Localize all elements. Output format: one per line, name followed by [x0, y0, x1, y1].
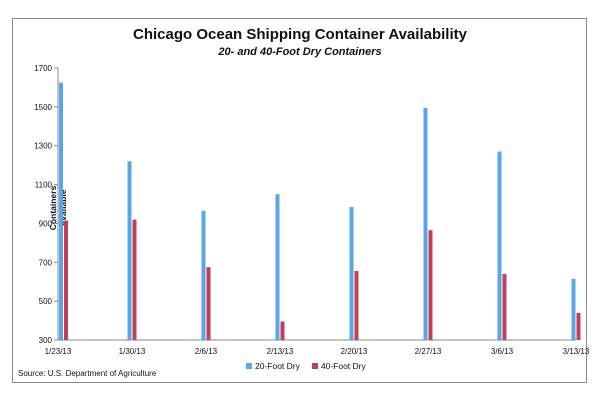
y-tick-label: 700 [39, 258, 53, 267]
bar-20ft [349, 206, 354, 340]
bar-40ft [502, 273, 507, 340]
bar-40ft [206, 267, 211, 340]
bar-20ft [423, 107, 428, 340]
bar-20ft [275, 194, 280, 340]
bar-40ft [132, 219, 137, 340]
x-tick-label: 3/13/13 [563, 347, 590, 356]
y-tick-label: 1700 [34, 64, 52, 73]
y-tick-label: 300 [39, 336, 53, 345]
legend-swatch-40ft [311, 363, 318, 369]
legend-item-20ft: 20-Foot Dry [246, 361, 300, 371]
source-note: Source: U.S. Department of Agriculture [18, 369, 157, 378]
bar-20ft [59, 82, 63, 341]
legend: 20-Foot Dry 40-Foot Dry [246, 361, 366, 371]
x-tick-label: 2/13/13 [267, 347, 294, 356]
chart-subtitle: 20- and 40-Foot Dry Containers [218, 46, 382, 58]
x-tick-label: 2/6/13 [195, 347, 218, 356]
y-tick-label: 500 [39, 297, 53, 306]
bar-20ft [201, 210, 206, 340]
chart-title: Chicago Ocean Shipping Container Availab… [133, 26, 467, 43]
bar-20ft [497, 151, 502, 340]
bar-40ft [64, 220, 68, 340]
y-tick-label: 1100 [35, 181, 53, 190]
x-tick-label: 1/30/13 [119, 347, 146, 356]
legend-swatch-20ft [246, 363, 252, 369]
bar-20ft [571, 278, 576, 340]
x-tick-label: 2/20/13 [341, 347, 368, 356]
legend-label-40ft: 40-Foot Dry [320, 361, 366, 371]
legend-label-20ft: 20-Foot Dry [255, 361, 300, 371]
bar-40ft [354, 271, 359, 340]
y-tick-label: 900 [39, 219, 53, 228]
chart-frame [12, 18, 587, 383]
y-tick-label: 1500 [34, 103, 52, 112]
legend-item-40ft: 40-Foot Dry [311, 361, 366, 371]
y-tick-label: 1300 [34, 142, 52, 151]
bar-40ft [428, 230, 433, 340]
x-tick-label: 1/23/13 [45, 347, 72, 356]
bar-20ft [127, 161, 132, 340]
bar-40ft [576, 312, 581, 340]
x-tick-label: 2/27/13 [415, 347, 442, 356]
x-tick-label: 3/6/13 [491, 347, 514, 356]
bar-40ft [280, 321, 285, 340]
